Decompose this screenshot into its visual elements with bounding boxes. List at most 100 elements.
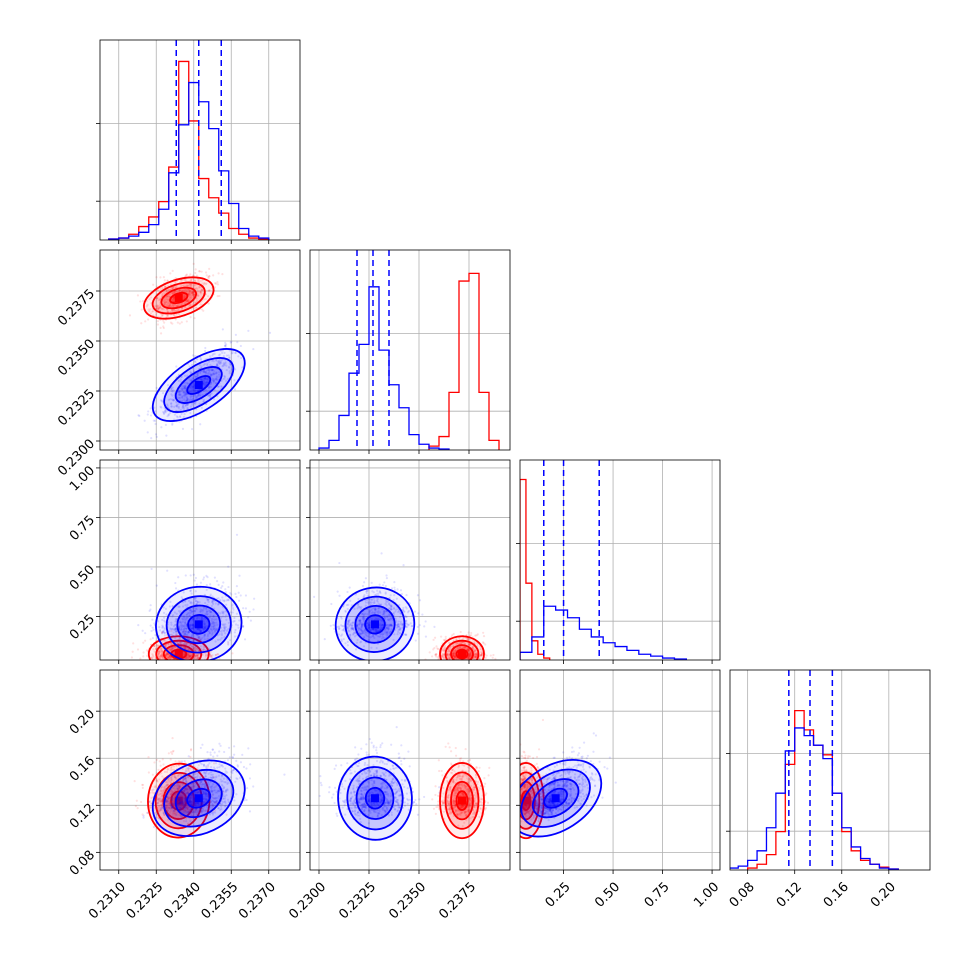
scatter-point [469,652,472,655]
scatter-point [148,310,151,313]
scatter-point [413,610,417,613]
scatter-point [151,618,154,621]
scatter-point [353,631,356,634]
scatter-point [396,588,399,591]
scatter-point [209,655,212,658]
scatter-point [192,618,195,621]
scatter-point [208,369,211,372]
scatter-point [198,617,201,620]
scatter-point [162,606,165,609]
scatter-point [195,653,199,657]
scatter-point [458,662,460,664]
scatter-point [182,798,185,801]
scatter-point [157,308,160,311]
scatter-point [160,658,163,660]
scatter-point [167,752,170,755]
scatter-point [173,775,176,779]
scatter-point [468,648,471,651]
scatter-point [225,364,228,367]
scatter-point [159,648,162,651]
scatter-point [447,648,450,651]
scatter-point [197,637,200,640]
panel-3-0: 0.23100.23250.23400.23550.23700.080.120.… [67,669,301,922]
scatter-point [463,646,467,649]
scatter-point [195,397,198,400]
scatter-point [448,656,451,659]
scatter-point [209,363,212,367]
scatter-point [230,352,233,355]
scatter-point [162,786,166,789]
scatter-point [166,809,169,812]
scatter-point [468,657,471,660]
scatter-point [186,808,190,811]
scatter-point [368,624,371,627]
density-peak [194,381,203,389]
scatter-point [215,580,219,583]
scatter-point [367,626,371,629]
scatter-point [190,592,193,595]
scatter-point [214,653,217,657]
scatter-point [421,613,424,616]
scatter-point [189,655,192,658]
scatter-point [159,800,163,803]
scatter-point [178,805,182,809]
scatter-point [166,404,169,407]
scatter-point [197,804,201,807]
scatter-point [210,604,213,607]
scatter-point [181,620,184,623]
scatter-point [360,626,363,630]
scatter-point [188,284,191,288]
scatter-point [194,590,197,593]
scatter-point [150,656,153,659]
scatter-point [164,301,167,304]
scatter-point [238,619,241,622]
scatter-point [208,630,211,633]
scatter-point [204,653,207,656]
scatter-point [473,652,477,656]
scatter-point [231,604,234,607]
scatter-point [473,641,476,644]
scatter-point [204,349,207,353]
scatter-point [173,628,176,632]
scatter-point [214,624,217,627]
scatter-point [467,648,470,651]
scatter-point [186,808,189,811]
scatter-point [205,372,208,375]
scatter-point [172,398,175,402]
scatter-point [386,615,389,619]
scatter-point [157,650,160,653]
scatter-point [187,809,191,812]
scatter-point [361,623,364,626]
scatter-point [223,375,227,379]
scatter-point [158,810,161,813]
panel-2-1 [306,459,511,664]
scatter-point [189,767,192,770]
scatter-point [398,609,401,613]
scatter-point [164,785,167,788]
scatter-point [348,619,351,622]
scatter-point [157,797,160,800]
scatter-point [368,627,371,630]
scatter-point [400,623,404,626]
scatter-point [180,639,183,642]
scatter-point [173,405,176,408]
scatter-point [171,291,174,294]
scatter-point [360,606,363,609]
scatter-point [183,618,186,621]
scatter-point [169,758,172,761]
scatter-point [193,648,196,652]
scatter-point [185,627,189,630]
scatter-point [481,652,484,655]
scatter-point [404,606,407,609]
scatter-point [451,653,454,656]
scatter-point [152,792,156,795]
scatter-point [189,655,192,658]
scatter-point [371,635,375,638]
scatter-point [198,364,202,367]
scatter-point [178,289,181,292]
scatter-point [175,404,178,408]
scatter-point [172,298,175,301]
scatter-point [182,391,185,394]
scatter-point [163,787,166,790]
scatter-point [389,608,392,611]
